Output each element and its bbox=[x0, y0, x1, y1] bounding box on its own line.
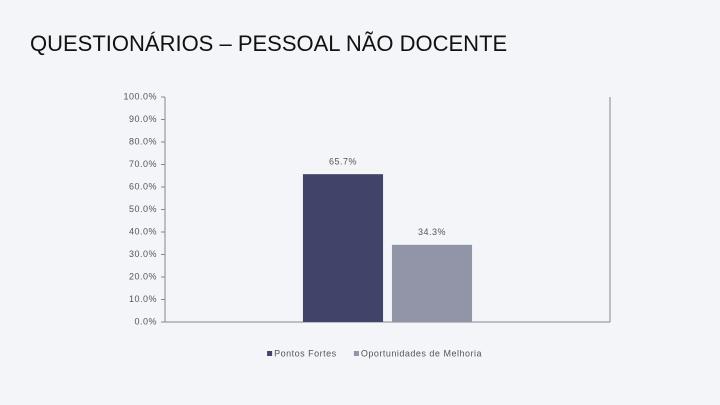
y-tick-label: 50.0% bbox=[129, 204, 157, 214]
bar bbox=[391, 244, 473, 322]
y-tick-label: 80.0% bbox=[129, 136, 157, 146]
chart-title: QUESTIONÁRIOS – PESSOAL NÃO DOCENTE bbox=[30, 31, 507, 56]
legend-swatch bbox=[267, 351, 273, 356]
y-tick-label: 70.0% bbox=[129, 159, 157, 169]
y-tick-label: 100.0% bbox=[123, 91, 157, 101]
bar bbox=[302, 174, 384, 322]
y-tick-label: 30.0% bbox=[129, 249, 157, 259]
y-tick-label: 20.0% bbox=[129, 271, 157, 281]
value-label: 34.3% bbox=[418, 227, 446, 237]
legend-swatch bbox=[353, 351, 359, 356]
y-tick-label: 60.0% bbox=[129, 181, 157, 191]
y-tick-label: 40.0% bbox=[129, 226, 157, 236]
value-label: 65.7% bbox=[329, 157, 357, 167]
legend-label: Pontos Fortes bbox=[274, 348, 337, 358]
y-tick-label: 90.0% bbox=[129, 114, 157, 124]
y-tick-label: 0.0% bbox=[134, 316, 157, 326]
legend-label: Oportunidades de Melhoria bbox=[361, 348, 482, 358]
y-tick-label: 10.0% bbox=[129, 294, 157, 304]
